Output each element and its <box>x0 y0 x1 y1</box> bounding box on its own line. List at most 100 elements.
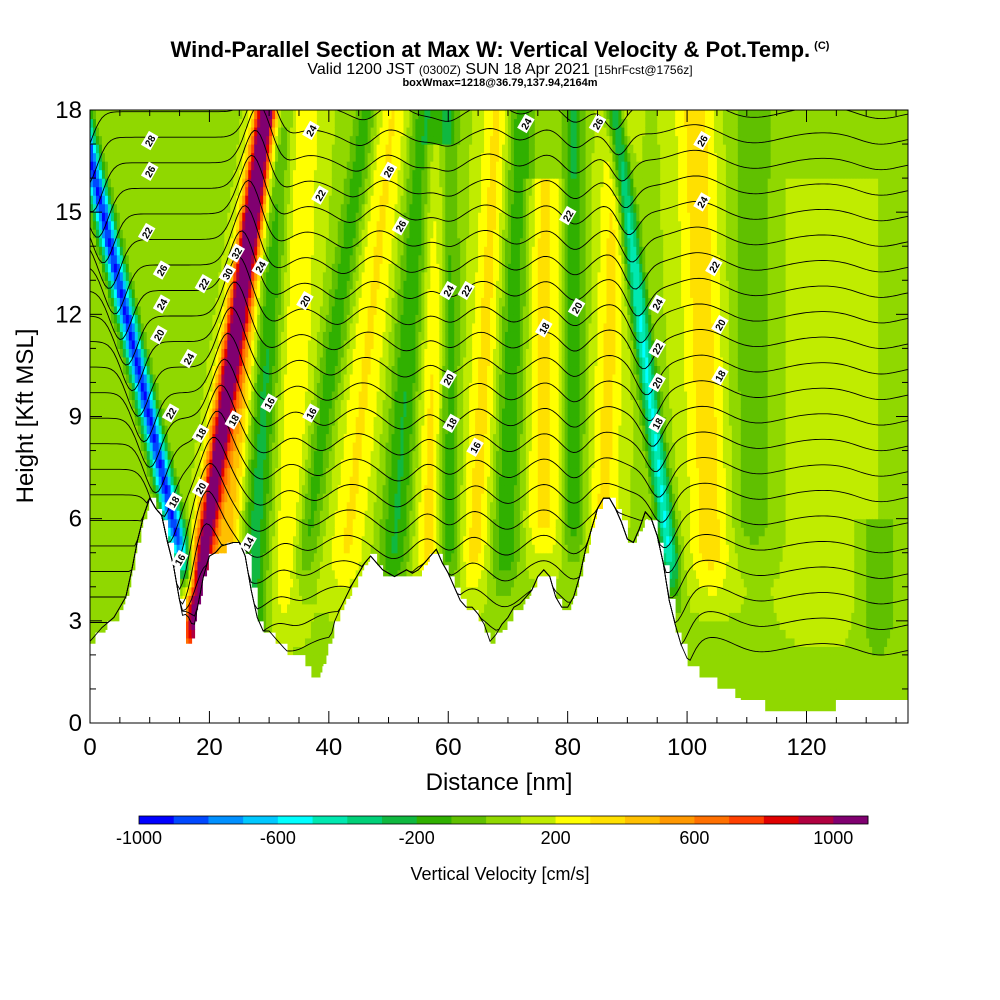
velocity-cell <box>152 314 157 324</box>
velocity-cell <box>134 254 139 264</box>
velocity-cell <box>263 297 267 307</box>
velocity-cell <box>122 450 127 460</box>
velocity-cell <box>275 399 279 409</box>
velocity-cell <box>209 186 214 196</box>
velocity-cell <box>224 433 228 443</box>
velocity-cell <box>233 144 237 154</box>
velocity-cell <box>233 161 237 171</box>
velocity-cell <box>119 544 124 554</box>
velocity-cell <box>101 373 106 384</box>
velocity-cell <box>92 331 97 341</box>
velocity-cell <box>158 127 163 137</box>
velocity-cell <box>173 433 178 443</box>
velocity-cell <box>134 144 139 154</box>
velocity-cell <box>119 561 124 571</box>
velocity-cell <box>125 407 130 418</box>
velocity-cell <box>95 135 100 145</box>
velocity-cell <box>310 518 315 528</box>
velocity-cell <box>221 390 225 401</box>
velocity-cell <box>260 339 264 349</box>
velocity-cell <box>200 229 205 239</box>
velocity-cell <box>176 425 181 435</box>
velocity-cell <box>200 416 205 426</box>
velocity-cell <box>340 356 345 367</box>
velocity-cell <box>116 603 121 613</box>
velocity-cell <box>278 510 282 520</box>
velocity-cell <box>340 544 345 554</box>
velocity-cell <box>298 518 303 528</box>
velocity-cell <box>173 365 178 375</box>
velocity-cell <box>230 186 234 196</box>
velocity-cell <box>337 271 342 281</box>
velocity-cell <box>119 118 124 128</box>
velocity-cell <box>254 476 258 486</box>
velocity-cell <box>203 442 208 452</box>
velocity-cell <box>113 407 118 418</box>
velocity-cell <box>134 186 139 196</box>
velocity-cell <box>92 484 97 494</box>
velocity-cell <box>119 314 124 324</box>
velocity-cell <box>170 271 175 281</box>
velocity-cell <box>287 373 291 384</box>
velocity-cell <box>90 152 94 162</box>
velocity-cell <box>113 178 118 188</box>
velocity-cell <box>304 229 309 239</box>
velocity-cell <box>188 186 193 196</box>
velocity-cell <box>158 493 163 503</box>
velocity-cell <box>337 195 342 205</box>
velocity-cell <box>218 254 222 264</box>
velocity-cell <box>298 237 303 247</box>
velocity-cell <box>128 416 133 426</box>
velocity-cell <box>254 561 258 571</box>
velocity-cell <box>173 212 178 222</box>
velocity-cell <box>191 493 196 503</box>
velocity-cell <box>295 459 300 469</box>
velocity-cell <box>149 110 154 120</box>
velocity-cell <box>203 178 208 188</box>
velocity-cell <box>110 493 115 503</box>
velocity-cell <box>203 501 208 511</box>
velocity-cell <box>322 527 327 537</box>
velocity-cell <box>197 314 202 324</box>
velocity-cell <box>284 459 288 469</box>
velocity-cell <box>304 578 309 588</box>
velocity-cell <box>98 552 103 562</box>
velocity-cell <box>125 399 130 409</box>
velocity-cell <box>104 535 109 545</box>
velocity-cell <box>101 390 106 401</box>
velocity-cell <box>173 229 178 239</box>
velocity-cell <box>322 127 327 137</box>
velocity-cell <box>146 280 151 290</box>
velocity-cell <box>269 186 273 196</box>
velocity-cell <box>167 186 172 196</box>
velocity-cell <box>140 416 145 426</box>
velocity-cell <box>90 527 94 537</box>
velocity-cell <box>239 322 243 332</box>
velocity-cell <box>233 467 237 477</box>
velocity-cell <box>221 373 225 384</box>
velocity-cell <box>197 110 202 120</box>
velocity-cell <box>260 603 264 613</box>
velocity-cell <box>322 442 327 452</box>
velocity-cell <box>224 510 228 520</box>
velocity-cell <box>227 237 231 247</box>
velocity-cell <box>242 297 246 307</box>
velocity-cell <box>272 144 276 154</box>
velocity-cell <box>128 254 133 264</box>
velocity-cell <box>313 663 318 673</box>
velocity-cell <box>319 459 324 469</box>
velocity-cell <box>340 322 345 332</box>
velocity-cell <box>281 288 285 298</box>
velocity-cell <box>307 654 312 664</box>
velocity-cell <box>149 203 154 213</box>
velocity-cell <box>263 450 267 460</box>
velocity-cell <box>227 484 231 494</box>
velocity-cell <box>337 305 342 315</box>
velocity-cell <box>298 561 303 571</box>
velocity-cell <box>245 348 249 358</box>
velocity-cell <box>155 178 160 188</box>
velocity-cell <box>284 569 288 579</box>
velocity-cell <box>146 212 151 222</box>
velocity-cell <box>227 118 231 128</box>
velocity-cell <box>200 552 205 562</box>
